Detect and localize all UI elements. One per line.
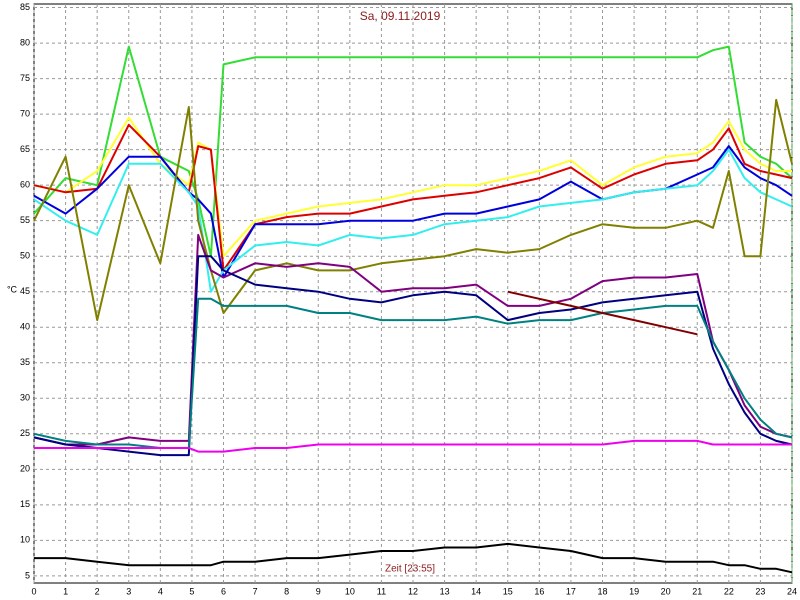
x-tick-label: 18 bbox=[597, 586, 607, 596]
x-tick-label: 11 bbox=[377, 586, 386, 596]
y-tick-label: 40 bbox=[20, 322, 30, 332]
x-tick-label: 13 bbox=[440, 586, 450, 596]
y-tick-label: 75 bbox=[20, 73, 30, 83]
chart-title: Sa, 09.11.2019 bbox=[360, 9, 441, 23]
y-tick-label: 45 bbox=[20, 286, 30, 296]
x-tick-label: 6 bbox=[221, 586, 226, 596]
series-line bbox=[33, 116, 792, 258]
series-line bbox=[33, 98, 793, 322]
x-tick-label: 1 bbox=[63, 586, 68, 596]
series-line bbox=[34, 542, 793, 574]
x-tick-label: 15 bbox=[503, 586, 513, 596]
x-tick-label: 2 bbox=[95, 586, 100, 596]
y-tick-label: 5 bbox=[25, 570, 30, 580]
series-line bbox=[33, 45, 793, 258]
y-axis-label: °C bbox=[7, 284, 18, 294]
y-tick-label: 25 bbox=[20, 428, 30, 438]
y-tick-label: 15 bbox=[20, 499, 30, 509]
x-tick-label: 20 bbox=[661, 586, 671, 596]
series-line bbox=[33, 148, 793, 293]
x-tick-label: 5 bbox=[189, 586, 194, 596]
x-tick-label: 17 bbox=[566, 586, 576, 596]
y-tick-label: 10 bbox=[20, 535, 30, 545]
y-tick-label: 20 bbox=[20, 464, 30, 474]
y-tick-label: 60 bbox=[20, 180, 30, 190]
series-line bbox=[507, 290, 698, 336]
y-tick-label: 50 bbox=[20, 251, 30, 261]
x-tick-label: 24 bbox=[787, 586, 797, 596]
y-tick-label: 35 bbox=[20, 357, 30, 367]
x-tick-label: 10 bbox=[345, 586, 355, 596]
x-tick-label: 16 bbox=[534, 586, 544, 596]
y-tick-label: 80 bbox=[20, 37, 30, 47]
x-axis-label: Zeit [23:55] bbox=[385, 564, 435, 575]
series-line bbox=[33, 255, 793, 457]
x-tick-label: 23 bbox=[755, 586, 765, 596]
x-tick-label: 21 bbox=[692, 586, 702, 596]
y-tick-label: 70 bbox=[20, 108, 30, 118]
x-tick-label: 12 bbox=[408, 586, 418, 596]
x-tick-label: 22 bbox=[724, 586, 734, 596]
y-tick-label: 55 bbox=[20, 215, 30, 225]
x-tick-label: 8 bbox=[284, 586, 289, 596]
x-tick-label: 3 bbox=[126, 586, 131, 596]
x-tick-label: 9 bbox=[316, 586, 321, 596]
x-tick-label: 7 bbox=[253, 586, 258, 596]
y-tick-label: 65 bbox=[20, 144, 30, 154]
series-line bbox=[34, 439, 792, 453]
y-tick-label: 30 bbox=[20, 393, 30, 403]
x-tick-label: 0 bbox=[31, 586, 36, 596]
x-tick-label: 4 bbox=[158, 586, 163, 596]
x-tick-label: 14 bbox=[471, 586, 481, 596]
x-tick-label: 19 bbox=[629, 586, 639, 596]
y-tick-label: 85 bbox=[20, 2, 30, 12]
